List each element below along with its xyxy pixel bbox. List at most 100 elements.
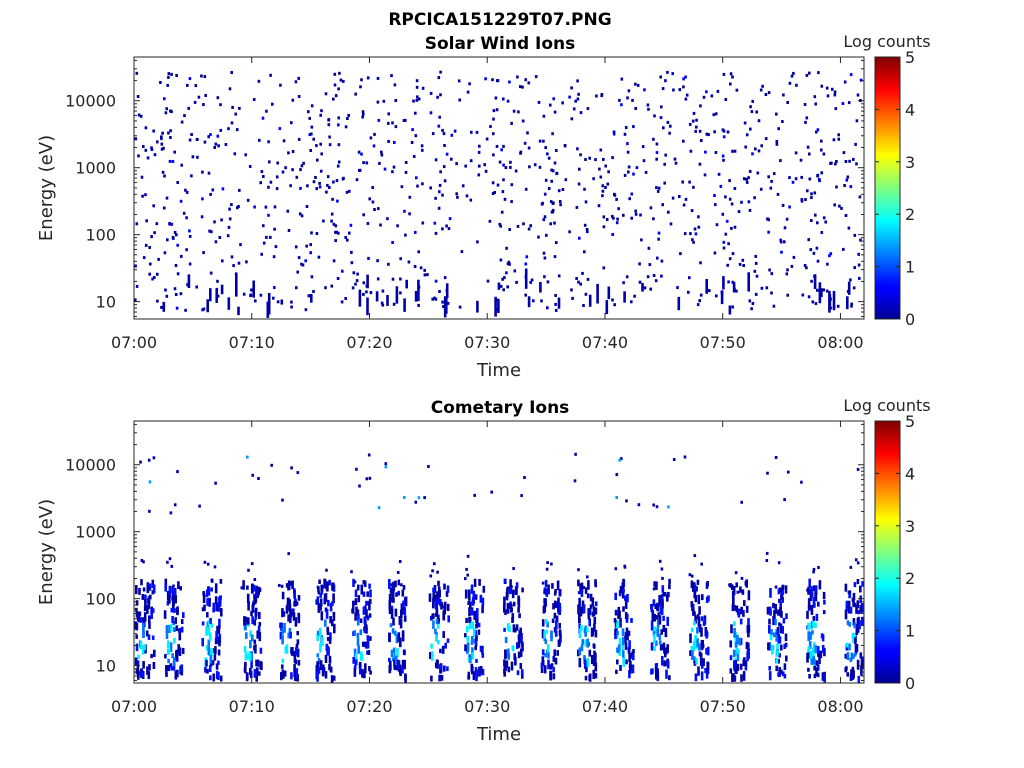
spectrogram-cell bbox=[508, 80, 511, 84]
spectrogram-cell bbox=[657, 237, 660, 241]
spectrogram-cell bbox=[341, 269, 344, 273]
spectrogram-cell bbox=[672, 88, 675, 92]
spectrogram-cell bbox=[334, 94, 338, 98]
spectrogram-cell bbox=[446, 666, 449, 672]
spectrogram-cell bbox=[542, 139, 545, 143]
spectrogram-cell bbox=[782, 617, 786, 624]
spectrogram-cell bbox=[730, 202, 734, 206]
spectrogram-cell bbox=[173, 608, 176, 613]
spectrogram-cell bbox=[737, 648, 740, 655]
spectrogram-cell bbox=[144, 594, 147, 603]
spectrogram-cell bbox=[404, 674, 407, 683]
spectrogram-cell bbox=[660, 274, 663, 278]
spectrogram-cell bbox=[806, 145, 810, 149]
spectrogram-cell bbox=[812, 585, 816, 592]
spectrogram-cell bbox=[682, 139, 685, 143]
spectrogram-cell bbox=[578, 657, 582, 668]
spectrogram-cell bbox=[436, 95, 439, 99]
spectrogram-cell bbox=[356, 272, 359, 276]
spectrogram-cell bbox=[654, 279, 658, 283]
spectrogram-cell bbox=[464, 589, 468, 599]
spectrogram-cell bbox=[207, 587, 211, 596]
spectrogram-cell bbox=[321, 637, 324, 646]
spectrogram-cell bbox=[775, 658, 779, 664]
spectrogram-cell bbox=[207, 639, 211, 646]
spectrogram-cell bbox=[363, 671, 366, 679]
colorbar-tick-label: 0 bbox=[905, 674, 915, 693]
spectrogram-cell bbox=[766, 606, 770, 615]
spectrogram-cell bbox=[458, 305, 462, 309]
spectrogram-cell bbox=[316, 585, 320, 589]
spectrogram-cell bbox=[235, 275, 238, 297]
spectrogram-cell bbox=[520, 670, 524, 676]
spectrogram-cell bbox=[232, 264, 235, 268]
spectrogram-cell bbox=[319, 606, 322, 611]
x-tick-label: 08:00 bbox=[817, 333, 863, 352]
spectrogram-cell bbox=[543, 589, 546, 595]
spectrogram-cell bbox=[512, 601, 516, 607]
spectrogram-cell bbox=[730, 584, 734, 591]
spectrogram-cell bbox=[745, 605, 749, 613]
spectrogram-cell bbox=[257, 586, 260, 596]
spectrogram-cell bbox=[165, 672, 168, 677]
spectrogram-cell bbox=[592, 606, 596, 617]
spectrogram-cell bbox=[272, 255, 276, 259]
spectrogram-cell bbox=[357, 595, 361, 603]
spectrogram-cell bbox=[552, 666, 555, 673]
spectrogram-cell bbox=[703, 618, 707, 624]
spectrogram-cell bbox=[176, 243, 179, 247]
spectrogram-cell bbox=[639, 213, 642, 217]
spectrogram-cell bbox=[662, 126, 665, 130]
spectrogram-cell bbox=[544, 146, 547, 150]
spectrogram-cell bbox=[654, 604, 657, 609]
spectrogram-cell bbox=[584, 639, 587, 647]
spectrogram-cell bbox=[179, 586, 182, 591]
spectrogram-cell bbox=[594, 662, 598, 672]
spectrogram-cell bbox=[184, 308, 187, 312]
spectrogram-cell bbox=[318, 181, 321, 185]
spectrogram-cell bbox=[602, 157, 605, 161]
spectrogram-cell bbox=[769, 588, 772, 598]
spectrogram-cell bbox=[139, 671, 143, 676]
spectrogram-cell bbox=[219, 128, 223, 132]
spectrogram-cell bbox=[253, 668, 257, 678]
spectrogram-cell bbox=[381, 289, 385, 293]
spectrogram-cell bbox=[408, 195, 412, 199]
spectrogram-cell bbox=[835, 185, 838, 189]
spectrogram-cell bbox=[180, 626, 184, 633]
spectrogram-cell bbox=[692, 641, 696, 652]
spectrogram-cell bbox=[505, 246, 508, 250]
spectrogram-cell bbox=[163, 174, 166, 178]
spectrogram-cell bbox=[295, 668, 299, 679]
spectrogram-cell bbox=[398, 616, 402, 625]
spectrogram-cell bbox=[768, 618, 771, 625]
spectrogram-cell bbox=[417, 250, 420, 254]
spectrogram-cell bbox=[441, 193, 444, 197]
spectrogram-cell bbox=[361, 110, 365, 114]
spectrogram-cell bbox=[626, 630, 629, 641]
spectrogram-cell bbox=[260, 661, 263, 671]
spectrogram-cell bbox=[391, 628, 395, 634]
spectrogram-cell bbox=[696, 579, 700, 585]
spectrogram-cell bbox=[710, 94, 714, 98]
spectrogram-cell bbox=[299, 186, 302, 190]
spectrogram-cell bbox=[790, 264, 794, 268]
spectrogram-cell bbox=[775, 632, 778, 642]
spectrogram-cell bbox=[184, 188, 187, 192]
spectrogram-cell bbox=[643, 286, 647, 290]
spectrogram-cell bbox=[202, 307, 206, 311]
spectrogram-cell bbox=[596, 283, 599, 304]
spectrogram-cell bbox=[394, 580, 397, 588]
spectrogram-cell bbox=[744, 145, 747, 149]
spectrogram-cell bbox=[436, 659, 439, 669]
spectrogram-cell bbox=[207, 646, 211, 655]
spectrogram-cell bbox=[637, 503, 641, 507]
spectrogram-cell bbox=[317, 630, 320, 636]
colorbar-label: Log counts bbox=[843, 32, 930, 51]
spectrogram-cell bbox=[174, 293, 178, 296]
spectrogram-cell bbox=[524, 262, 528, 266]
spectrogram-cell bbox=[692, 185, 695, 189]
spectrogram-cell bbox=[696, 638, 699, 648]
spectrogram-cell bbox=[779, 607, 782, 617]
spectrogram-cell bbox=[173, 627, 176, 633]
